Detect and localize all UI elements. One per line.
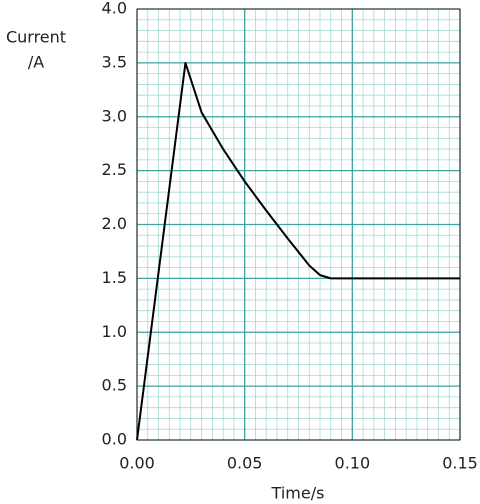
plot-frame [136,8,461,441]
line [136,61,460,441]
y-axis-label: Current [6,28,66,47]
y-tick-label: 4.0 [102,0,127,18]
x-tick-label: 0.15 [442,454,478,473]
x-tick-label: 0.00 [119,454,155,473]
x-tick-label: 0.10 [335,454,371,473]
y-tick-label: 1.5 [102,268,127,287]
y-tick-label: 0.0 [102,430,127,449]
y-tick-label: 2.0 [102,214,127,233]
y-tick-label: 2.5 [102,160,127,179]
x-tick-label: 0.05 [227,454,263,473]
y-axis-label: /A [28,53,44,72]
y-tick-label: 0.5 [102,376,127,395]
y-tick-label: 1.0 [102,322,127,341]
y-tick-label: 3.5 [102,52,127,71]
y-tick-label: 3.0 [102,106,127,125]
x-axis-label: Time/s [271,484,325,503]
